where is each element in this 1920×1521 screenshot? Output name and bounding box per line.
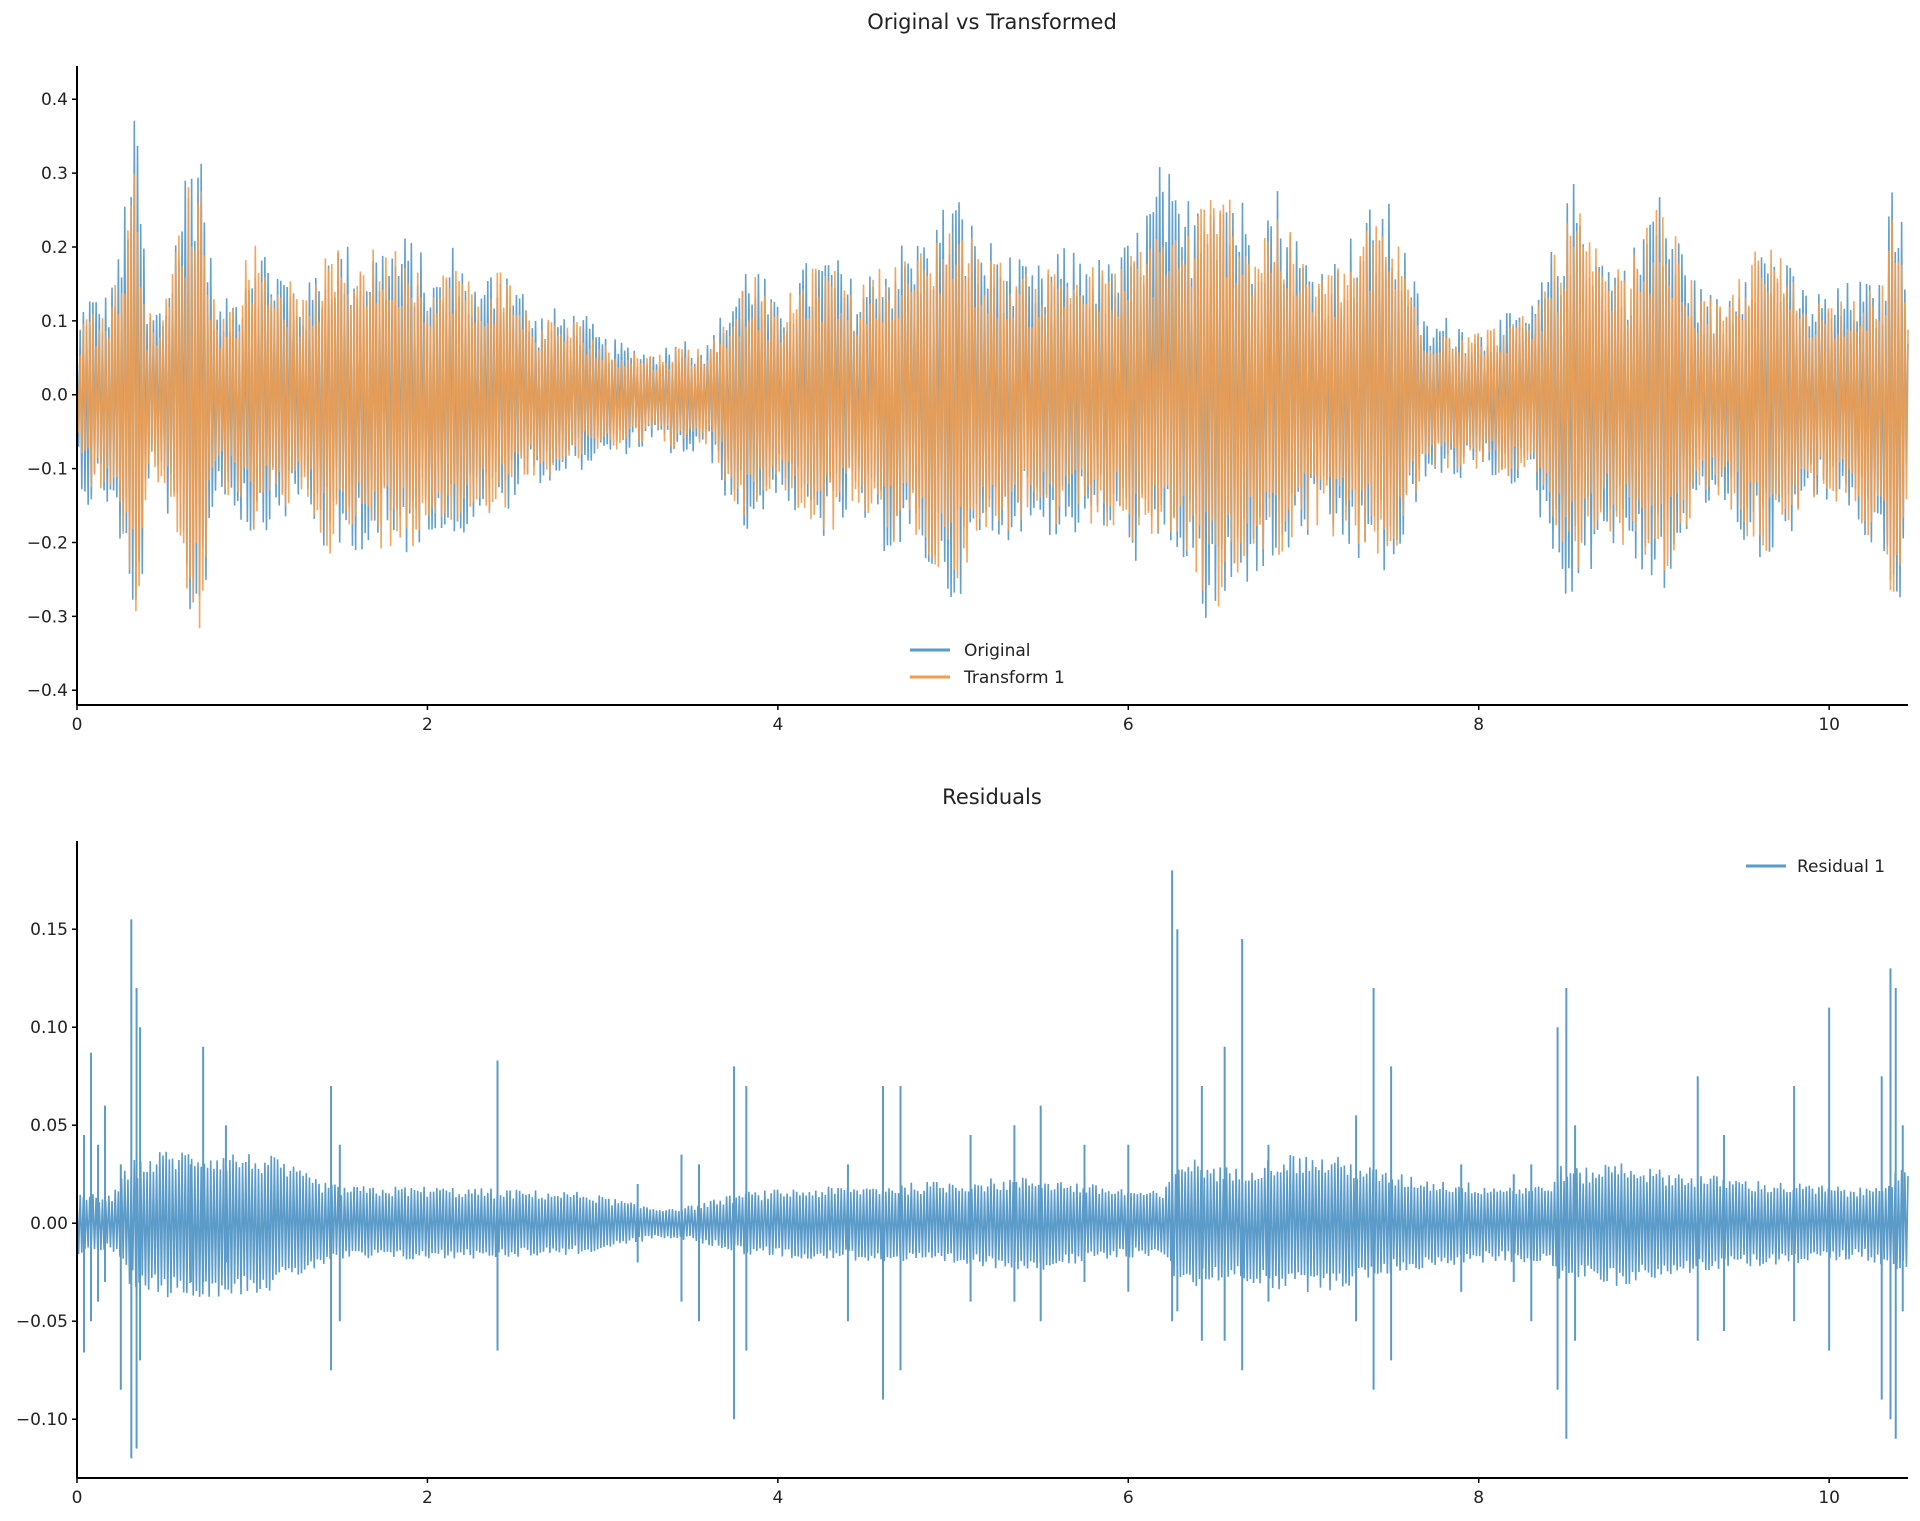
x-ticks-top: 0 2 4 6 8 10	[72, 705, 1840, 735]
y-tick-label: 0.4	[41, 90, 68, 110]
x-tick-label: 0	[72, 1488, 83, 1508]
y-tick-label: 0.00	[30, 1214, 68, 1234]
plot-area-bottom	[76, 870, 1909, 1459]
y-tick-label: −0.3	[27, 607, 68, 627]
x-tick-label: 8	[1473, 1488, 1484, 1508]
y-tick-label: 0.2	[41, 238, 68, 258]
y-tick-label: 0.15	[30, 920, 68, 940]
panel-original-vs-transformed: Original vs Transformed −0.4 −0.3 −0.2 −0.1…	[27, 10, 1909, 735]
legend-top: Original Transform 1	[910, 641, 1065, 688]
x-tick-label: 4	[772, 715, 783, 735]
y-tick-label: 0.3	[41, 164, 68, 184]
legend-bottom: Residual 1	[1746, 857, 1885, 877]
legend-label-residual-1: Residual 1	[1797, 857, 1885, 877]
plot-area-top	[76, 120, 1909, 629]
y-tick-label: 0.0	[41, 386, 68, 406]
x-tick-label: 2	[422, 1488, 433, 1508]
y-tick-label: 0.1	[41, 312, 68, 332]
series-line-residual-1	[76, 1151, 1909, 1298]
y-tick-label: −0.2	[27, 533, 68, 553]
legend-label-transform-1: Transform 1	[963, 668, 1065, 688]
x-tick-label: 0	[72, 715, 83, 735]
legend-label-original: Original	[964, 641, 1031, 661]
series-line-transform-1	[76, 174, 1909, 629]
y-tick-label: −0.1	[27, 460, 68, 480]
x-tick-label: 2	[422, 715, 433, 735]
x-tick-label: 8	[1473, 715, 1484, 735]
y-tick-label: −0.10	[16, 1410, 68, 1430]
y-ticks-top: −0.4 −0.3 −0.2 −0.1 0.0 0.1 0.2 0.3 0.4	[27, 90, 77, 701]
x-tick-label: 4	[772, 1488, 783, 1508]
y-tick-label: 0.05	[30, 1116, 68, 1136]
x-tick-label: 6	[1123, 715, 1134, 735]
x-tick-label: 6	[1123, 1488, 1134, 1508]
chart-title-top: Original vs Transformed	[867, 10, 1117, 34]
chart-title-bottom: Residuals	[942, 785, 1042, 809]
panel-residuals: Residuals −0.10 −0.05 0.00 0.05 0.10 0.15 0 2 4…	[16, 785, 1909, 1508]
x-tick-label: 10	[1818, 1488, 1840, 1508]
x-ticks-bottom: 0 2 4 6 8 10	[72, 1478, 1840, 1508]
y-tick-label: −0.05	[16, 1312, 68, 1332]
x-tick-label: 10	[1818, 715, 1840, 735]
y-tick-label: 0.10	[30, 1018, 68, 1038]
y-tick-label: −0.4	[27, 681, 68, 701]
y-ticks-bottom: −0.10 −0.05 0.00 0.05 0.10 0.15	[16, 920, 77, 1430]
